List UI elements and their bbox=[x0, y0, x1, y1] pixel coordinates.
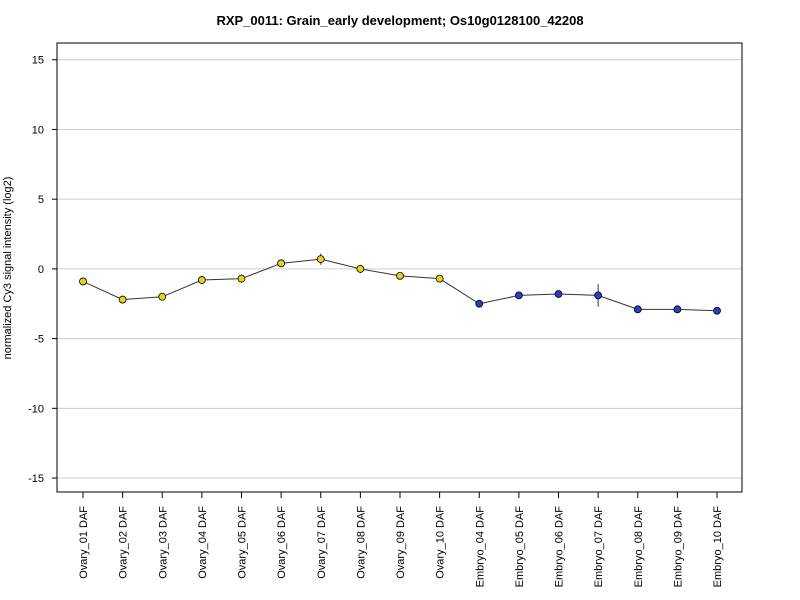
data-point bbox=[158, 292, 167, 301]
data-point bbox=[79, 277, 87, 286]
data-point bbox=[435, 274, 444, 283]
data-point bbox=[713, 306, 721, 315]
y-tick-label: 0 bbox=[38, 264, 44, 276]
grid-lines bbox=[57, 59, 742, 479]
y-tick-label: 15 bbox=[32, 55, 44, 67]
y-tick-label: -15 bbox=[28, 473, 44, 485]
data-point bbox=[633, 305, 642, 314]
data-point bbox=[554, 290, 563, 298]
data-point bbox=[396, 271, 404, 280]
x-tick-label: Ovary_08 DAF bbox=[355, 506, 367, 579]
y-tick-label: -10 bbox=[28, 403, 44, 415]
x-tick-label: Ovary_06 DAF bbox=[276, 506, 288, 579]
x-tick-label: Ovary_05 DAF bbox=[237, 506, 249, 579]
x-axis: Ovary_01 DAF Ovary_02 DAF Ovary_03 DAF Ovar… bbox=[78, 491, 724, 588]
y-axis: 15 10 5 0 -5 -10 -15 bbox=[28, 55, 57, 485]
data-point bbox=[197, 276, 206, 284]
x-tick-label: Ovary_03 DAF bbox=[157, 506, 169, 579]
x-tick-label: Ovary_04 DAF bbox=[197, 506, 209, 579]
plot-frame bbox=[56, 42, 743, 493]
data-point bbox=[277, 259, 286, 268]
x-tick-label: Ovary_01 DAF bbox=[78, 506, 90, 579]
data-point bbox=[118, 295, 127, 304]
x-tick-label: Embryo_07 DAF bbox=[593, 506, 605, 588]
x-tick-label: Embryo_04 DAF bbox=[474, 506, 486, 588]
data-point bbox=[673, 305, 682, 314]
chart-title: RXP_0011: Grain_early development; Os10g… bbox=[216, 13, 584, 28]
x-tick-label: Ovary_07 DAF bbox=[316, 506, 328, 579]
x-tick-label: Ovary_10 DAF bbox=[435, 506, 447, 579]
x-tick-label: Embryo_09 DAF bbox=[672, 506, 684, 588]
y-tick-label: 5 bbox=[38, 194, 44, 206]
data-point bbox=[514, 291, 523, 300]
data-point bbox=[594, 291, 603, 300]
x-tick-label: Embryo_06 DAF bbox=[554, 506, 566, 588]
data-point bbox=[316, 255, 325, 264]
x-tick-label: Embryo_05 DAF bbox=[514, 506, 526, 588]
x-tick-label: Embryo_10 DAF bbox=[712, 506, 724, 588]
y-tick-label: -5 bbox=[34, 334, 44, 346]
series-polyline bbox=[82, 258, 718, 312]
data-points bbox=[79, 255, 721, 315]
series-line bbox=[82, 258, 718, 312]
x-tick-label: Embryo_08 DAF bbox=[633, 506, 645, 588]
data-point bbox=[475, 299, 484, 308]
x-tick-label: Ovary_02 DAF bbox=[118, 506, 130, 579]
data-point bbox=[237, 274, 246, 283]
data-point bbox=[356, 264, 365, 273]
y-tick-label: 10 bbox=[32, 124, 44, 136]
x-tick-label: Ovary_09 DAF bbox=[395, 506, 407, 579]
